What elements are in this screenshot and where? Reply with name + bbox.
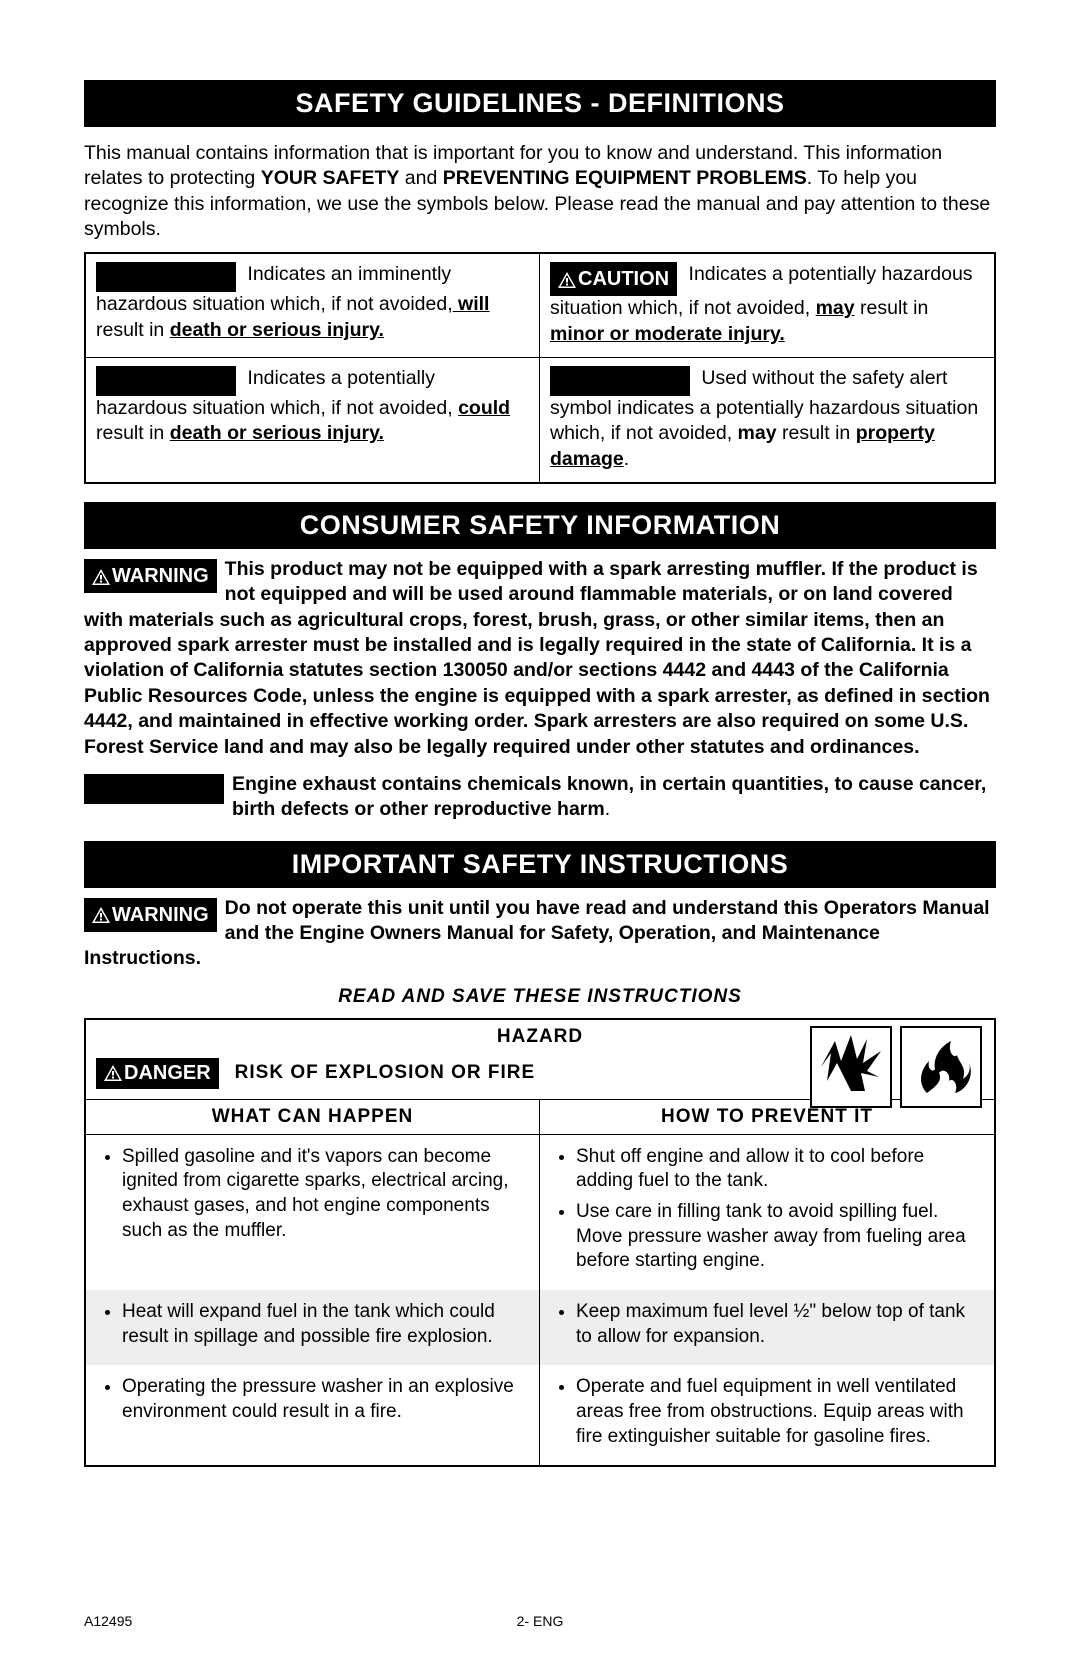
def4-ub1: may (738, 422, 777, 444)
exhaust-danger-text-b: . (605, 798, 610, 820)
explosion-icon (810, 1026, 892, 1108)
def4-tail: . (624, 448, 629, 470)
page-footer: A12495 2- ENG (84, 1613, 996, 1629)
consumer-warning-block: WARNING This product may not be equipped… (84, 557, 996, 760)
risk-title: RISK OF EXPLOSION OR FIRE (235, 1062, 536, 1084)
hazard-bullet: Use care in filling tank to avoid spilli… (576, 1200, 982, 1274)
def3-ub2: death or serious injury. (170, 422, 384, 444)
section-important-instructions-header: IMPORTANT SAFETY INSTRUCTIONS (84, 841, 996, 888)
consumer-warning-text: This product may not be equipped with a … (84, 558, 990, 757)
hazard-cell-right: Keep maximum fuel level ½" below top of … (540, 1290, 994, 1365)
warning-label-operators-text: WARNING (112, 904, 209, 926)
page-root: SAFETY GUIDELINES - DEFINITIONS This man… (0, 0, 1080, 1669)
hazard-cell-right: Operate and fuel equipment in well venti… (540, 1365, 994, 1465)
warning-label-consumer-text: WARNING (112, 565, 209, 587)
def3-text2: result in (96, 422, 170, 444)
hazard-bullet: Keep maximum fuel level ½" below top of … (576, 1300, 982, 1349)
definition-caution: CAUTION Indicates a potentially hazardou… (540, 254, 994, 358)
danger-label-placeholder (96, 262, 236, 292)
operators-warning-block: WARNING Do not operate this unit until y… (84, 896, 996, 972)
hazard-cell-right: Shut off engine and allow it to cool bef… (540, 1135, 994, 1290)
section-safety-guidelines-header: SAFETY GUIDELINES - DEFINITIONS (84, 80, 996, 127)
hazard-table: HAZARD DANGER RISK OF EXPLOSION OR FIRE … (84, 1018, 996, 1468)
intro-text-mid: and (399, 167, 442, 189)
definition-notice: Used without the safety alert symbol ind… (540, 358, 994, 482)
section-consumer-safety-header: CONSUMER SAFETY INFORMATION (84, 502, 996, 549)
warning-label-operators: WARNING (84, 898, 217, 932)
hazard-bullet: Spilled gasoline and it's vapors can bec… (122, 1145, 527, 1244)
caution-label-text: CAUTION (578, 268, 669, 290)
footer-center: 2- ENG (517, 1613, 564, 1629)
def2-ub2: minor or moderate injury. (550, 323, 785, 345)
notice-label-placeholder (550, 366, 690, 396)
def1-text2: result in (96, 319, 170, 341)
col-what-can-happen: WHAT CAN HAPPEN (86, 1100, 540, 1134)
hazard-row: Heat will expand fuel in the tank which … (86, 1290, 994, 1365)
def2-ub1: may (816, 297, 855, 319)
hazard-cell-left: Spilled gasoline and it's vapors can bec… (86, 1135, 540, 1290)
hazard-row: Spilled gasoline and it's vapors can bec… (86, 1135, 994, 1290)
hazard-bullet: Operate and fuel equipment in well venti… (576, 1375, 982, 1449)
alert-triangle-icon (92, 907, 110, 923)
definitions-grid: Indicates an imminently hazardous situat… (84, 252, 996, 484)
alert-triangle-icon (104, 1065, 122, 1081)
definition-danger: Indicates an imminently hazardous situat… (86, 254, 540, 358)
hazard-icons (810, 1026, 982, 1108)
hazard-bullet: Shut off engine and allow it to cool bef… (576, 1145, 982, 1194)
footer-left: A12495 (84, 1613, 132, 1629)
def4-text2: result in (777, 422, 856, 444)
hazard-header-row: HAZARD DANGER RISK OF EXPLOSION OR FIRE (86, 1020, 994, 1100)
hazard-rows-container: Spilled gasoline and it's vapors can bec… (86, 1135, 994, 1466)
intro-paragraph: This manual contains information that is… (84, 141, 996, 242)
hazard-row: Operating the pressure washer in an expl… (86, 1365, 994, 1465)
alert-triangle-icon (558, 272, 576, 288)
def3-ub1: could (458, 397, 510, 419)
alert-triangle-icon (92, 569, 110, 585)
exhaust-label-placeholder (84, 774, 224, 804)
definition-warning: Indicates a potentially hazardous situat… (86, 358, 540, 482)
exhaust-danger-block: Engine exhaust contains chemicals known,… (84, 772, 996, 823)
read-and-save: READ AND SAVE THESE INSTRUCTIONS (84, 986, 996, 1008)
hazard-cell-left: Operating the pressure washer in an expl… (86, 1365, 540, 1465)
intro-bold-2: PREVENTING EQUIPMENT PROBLEMS (443, 167, 807, 189)
fire-icon (900, 1026, 982, 1108)
danger-label-hazard-text: DANGER (124, 1062, 211, 1084)
def2-text2: result in (855, 297, 929, 319)
def1-ub2: death or serious injury. (170, 319, 384, 341)
warning-label-consumer: WARNING (84, 559, 217, 593)
caution-label: CAUTION (550, 262, 677, 296)
hazard-bullet: Operating the pressure washer in an expl… (122, 1375, 527, 1424)
intro-bold-1: YOUR SAFETY (261, 167, 400, 189)
danger-label-hazard: DANGER (96, 1058, 219, 1089)
hazard-cell-left: Heat will expand fuel in the tank which … (86, 1290, 540, 1365)
def1-ub1: will (453, 293, 490, 315)
hazard-bullet: Heat will expand fuel in the tank which … (122, 1300, 527, 1349)
operators-warning-text: Do not operate this unit until you have … (84, 897, 990, 970)
warning-label-placeholder (96, 366, 236, 396)
